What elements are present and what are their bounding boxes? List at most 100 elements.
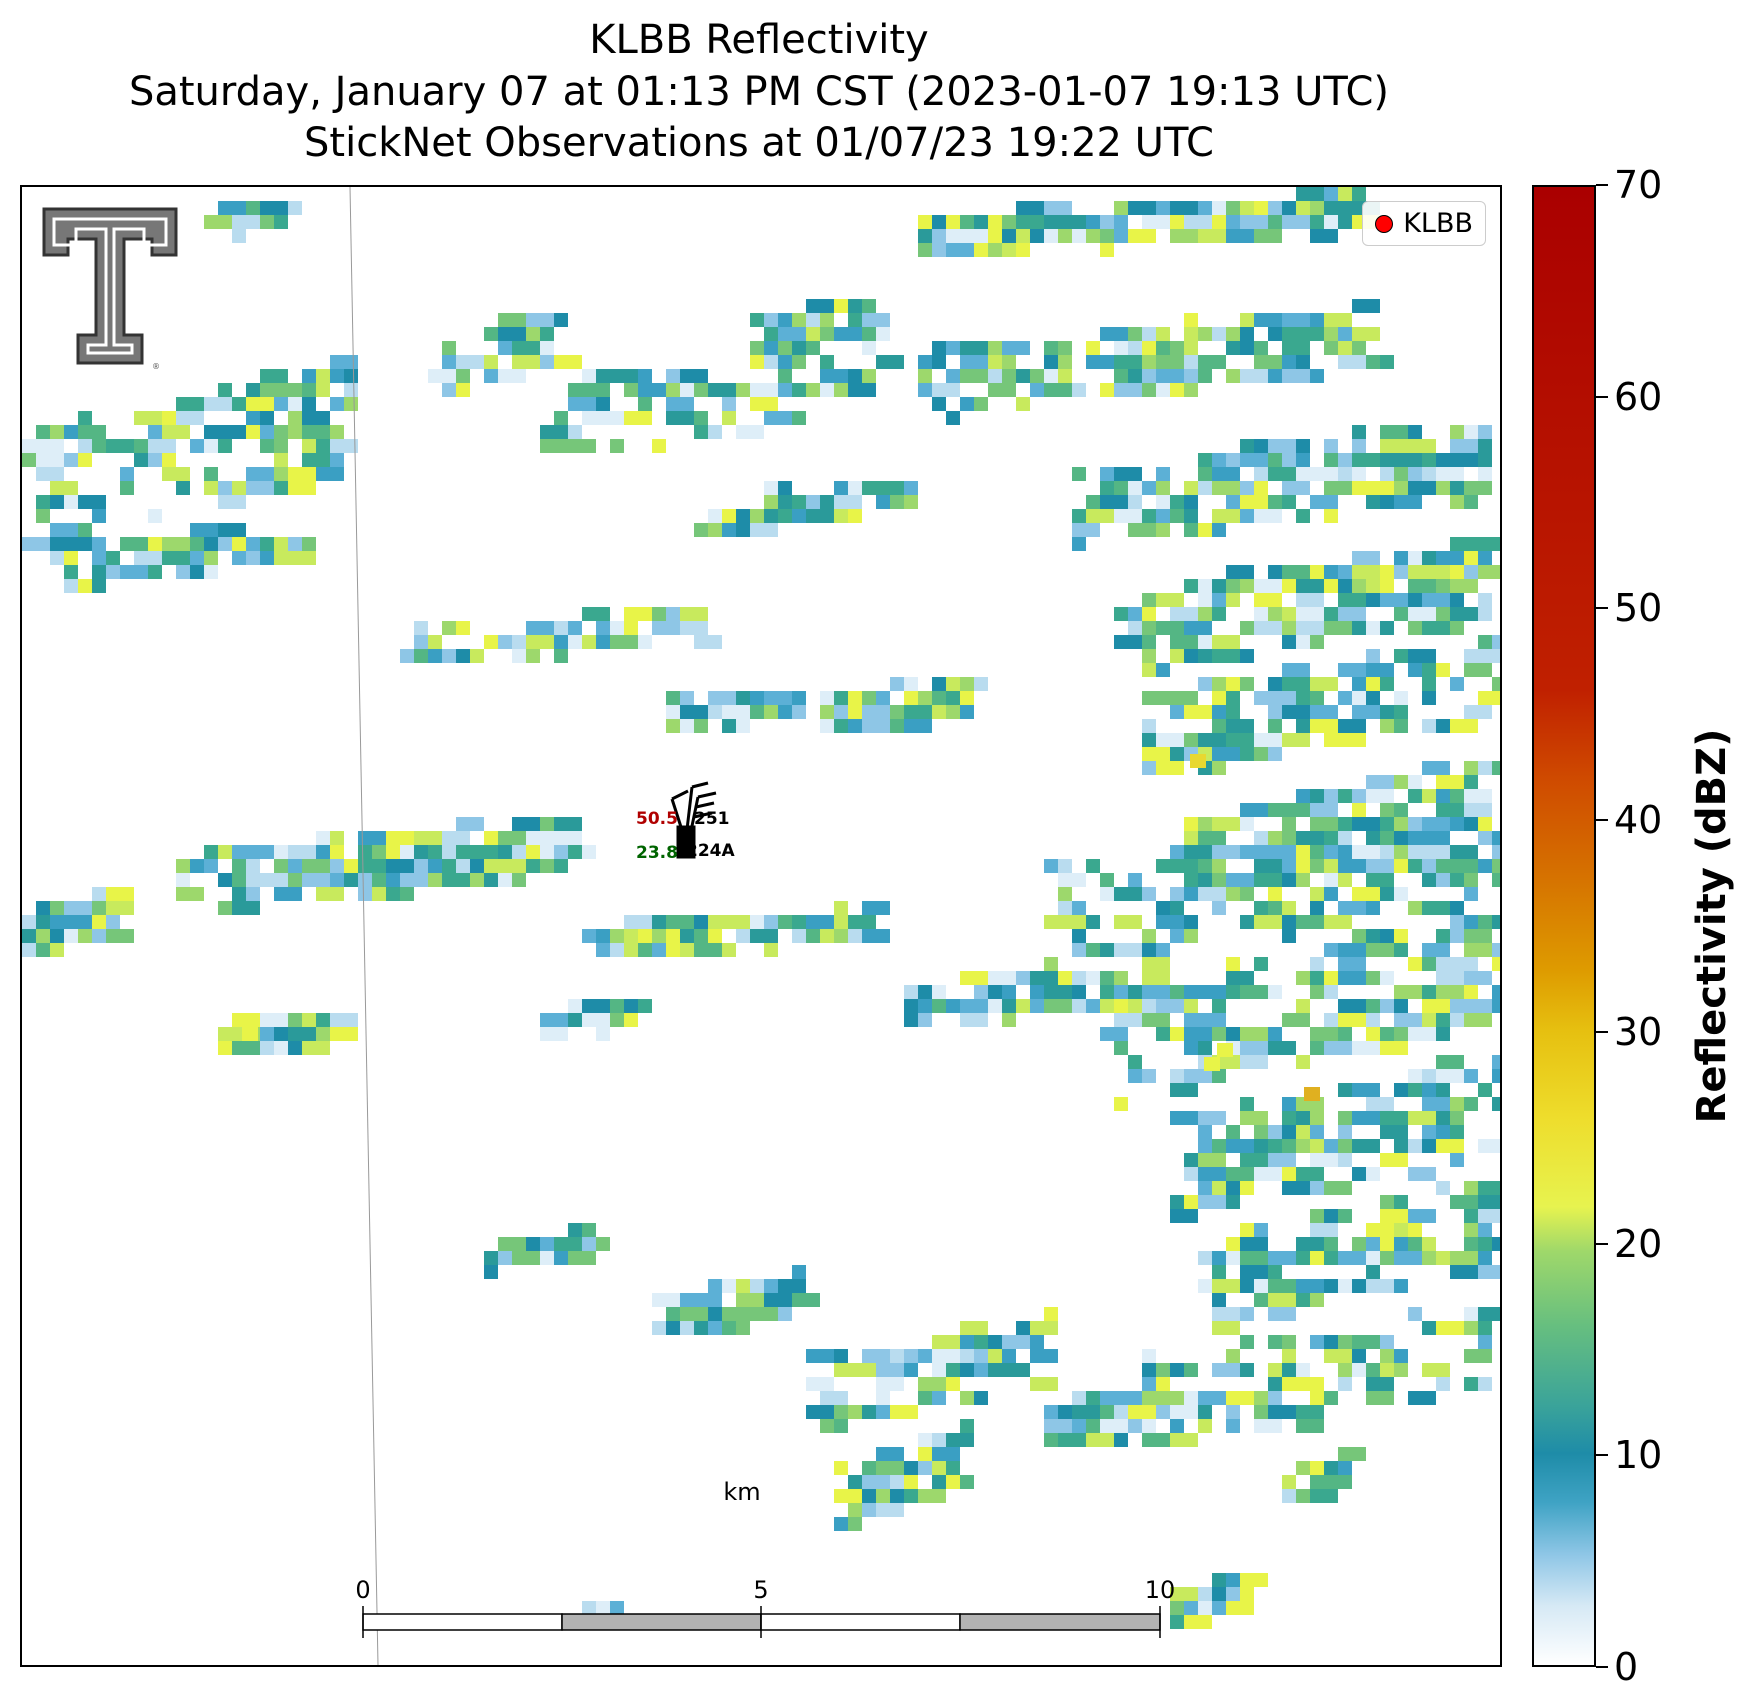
- reflectivity-pixel: [526, 1237, 540, 1251]
- reflectivity-pixel: [1394, 887, 1408, 901]
- reflectivity-pixel: [1324, 1209, 1338, 1223]
- reflectivity-pixel: [1170, 1419, 1184, 1433]
- reflectivity-pixel: [1338, 341, 1352, 355]
- reflectivity-pixel: [932, 1391, 946, 1405]
- reflectivity-pixel: [456, 845, 484, 859]
- reflectivity-pixel: [1044, 1405, 1058, 1419]
- reflectivity-pixel: [890, 1475, 904, 1489]
- reflectivity-pixel: [904, 985, 918, 999]
- reflectivity-pixel: [1016, 201, 1044, 215]
- reflectivity-pixel: [1254, 593, 1282, 607]
- reflectivity-pixel: [1380, 677, 1394, 691]
- reflectivity-pixel: [862, 929, 890, 943]
- reflectivity-pixel: [876, 1503, 904, 1517]
- reflectivity-pixel: [624, 915, 652, 929]
- reflectivity-pixel: [1464, 453, 1478, 467]
- colorbar-tick: [1596, 184, 1608, 186]
- reflectivity-pixel: [1380, 1111, 1408, 1125]
- reflectivity-pixel: [1464, 943, 1492, 957]
- reflectivity-pixel: [946, 411, 960, 425]
- reflectivity-pixel: [1170, 1111, 1198, 1125]
- reflectivity-pixel: [330, 425, 344, 439]
- reflectivity-pixel: [344, 369, 358, 383]
- reflectivity-pixel: [1100, 1027, 1128, 1041]
- reflectivity-pixel: [1086, 495, 1100, 509]
- reflectivity-pixel: [974, 243, 988, 257]
- reflectivity-pixel: [1226, 229, 1254, 243]
- reflectivity-pixel: [1338, 215, 1352, 229]
- reflectivity-pixel: [1366, 579, 1380, 593]
- reflectivity-pixel: [176, 887, 204, 901]
- reflectivity-pixel: [960, 215, 974, 229]
- reflectivity-pixel: [92, 439, 106, 453]
- reflectivity-pixel: [1478, 607, 1492, 621]
- reflectivity-pixel: [1450, 901, 1464, 915]
- reflectivity-pixel: [1282, 1125, 1296, 1139]
- radar-map[interactable]: ® 50.5 251 23.8 224A KLBB: [20, 185, 1502, 1667]
- reflectivity-pixel: [274, 845, 288, 859]
- reflectivity-pixel: [960, 369, 988, 383]
- reflectivity-pixel: [1408, 481, 1436, 495]
- reflectivity-pixel: [1198, 1167, 1226, 1181]
- colorbar-tick: [1596, 1242, 1608, 1245]
- reflectivity-pixel: [1254, 733, 1282, 747]
- reflectivity-pixel: [666, 691, 680, 705]
- reflectivity-pixel: [582, 411, 596, 425]
- reflectivity-pixel: [610, 1013, 624, 1027]
- reflectivity-pixel: [1296, 999, 1310, 1013]
- reflectivity-pixel: [1044, 999, 1072, 1013]
- reflectivity-pixel: [960, 677, 974, 691]
- reflectivity-pixel: [1268, 691, 1296, 705]
- reflectivity-pixel: [1212, 1181, 1226, 1195]
- reflectivity-pixel: [1296, 831, 1324, 845]
- reflectivity-pixel: [722, 397, 736, 411]
- reflectivity-pixel: [1324, 1181, 1352, 1195]
- reflectivity-pixel: [1324, 733, 1352, 747]
- reflectivity-pixel: [1450, 677, 1464, 691]
- reflectivity-pixel: [1086, 1391, 1100, 1405]
- reflectivity-pixel: [694, 635, 722, 649]
- reflectivity-pixel: [316, 467, 344, 481]
- reflectivity-pixel: [1226, 593, 1240, 607]
- reflectivity-pixel: [36, 467, 64, 481]
- reflectivity-pixel: [1240, 1055, 1268, 1069]
- reflectivity-pixel: [1198, 201, 1212, 215]
- reflectivity-pixel: [778, 369, 792, 383]
- reflectivity-pixel: [1296, 1363, 1310, 1377]
- reflectivity-pixel: [1282, 355, 1296, 369]
- reflectivity-pixel: [330, 1027, 358, 1041]
- reflectivity-pixel: [820, 691, 834, 705]
- reflectivity-pixel: [1184, 579, 1198, 593]
- reflectivity-pixel: [1450, 873, 1464, 887]
- reflectivity-pixel: [1338, 593, 1366, 607]
- reflectivity-pixel: [1184, 845, 1212, 859]
- reflectivity-pixel: [1226, 1139, 1254, 1153]
- reflectivity-pixel: [1128, 341, 1142, 355]
- reflectivity-pixel: [1324, 439, 1338, 453]
- reflectivity-pixel: [1324, 579, 1338, 593]
- reflectivity-pixel: [1240, 1041, 1268, 1055]
- reflectivity-pixel: [876, 691, 890, 705]
- reflectivity-pixel: [1380, 453, 1408, 467]
- reflectivity-pixel: [1044, 383, 1072, 397]
- reflectivity-pixel: [918, 369, 932, 383]
- reflectivity-pixel: [344, 873, 358, 887]
- reflectivity-pixel: [316, 831, 330, 845]
- reflectivity-pixel: [820, 383, 834, 397]
- reflectivity-pixel: [1478, 1237, 1492, 1251]
- reflectivity-pixel: [274, 887, 302, 901]
- reflectivity-pixel: [1198, 355, 1226, 369]
- reflectivity-pixel: [722, 943, 736, 957]
- reflectivity-pixel: [1380, 705, 1394, 719]
- reflectivity-pixel: [1324, 985, 1338, 999]
- reflectivity-pixel: [1380, 1335, 1394, 1349]
- reflectivity-pixel: [1170, 705, 1184, 719]
- reflectivity-pixel: [1184, 1069, 1198, 1083]
- reflectivity-pixel: [1044, 1307, 1058, 1321]
- reflectivity-pixel: [204, 845, 218, 859]
- reflectivity-pixel: [1436, 1069, 1464, 1083]
- reflectivity-pixel: [330, 453, 344, 467]
- reflectivity-pixel: [1240, 1111, 1268, 1125]
- reflectivity-pixel: [260, 873, 288, 887]
- reflectivity-pixel: [736, 915, 750, 929]
